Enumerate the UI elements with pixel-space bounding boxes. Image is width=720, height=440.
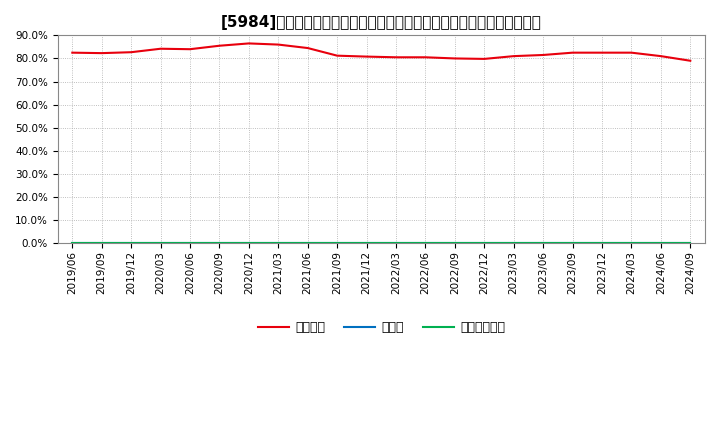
自己資本 <box>568 50 577 55</box>
繰延税金資産 <box>274 241 283 246</box>
繰延税金資産 <box>127 241 135 246</box>
のれん <box>451 241 459 246</box>
繰延税金資産 <box>97 241 106 246</box>
のれん <box>333 241 341 246</box>
繰延税金資産 <box>657 241 665 246</box>
繰延税金資産 <box>451 241 459 246</box>
自己資本 <box>657 54 665 59</box>
自己資本 <box>186 47 194 52</box>
繰延税金資産 <box>598 241 606 246</box>
自己資本 <box>480 56 489 62</box>
のれん <box>568 241 577 246</box>
自己資本 <box>421 55 430 60</box>
自己資本 <box>510 54 518 59</box>
繰延税金資産 <box>215 241 224 246</box>
繰延税金資産 <box>333 241 341 246</box>
のれん <box>421 241 430 246</box>
のれん <box>186 241 194 246</box>
のれん <box>127 241 135 246</box>
自己資本 <box>303 45 312 51</box>
のれん <box>68 241 76 246</box>
Title: [5984]　自己資本、のれん、繰延税金資産の総資産に対する比率の推移: [5984] 自己資本、のれん、繰延税金資産の総資産に対する比率の推移 <box>221 15 541 30</box>
自己資本 <box>627 50 636 55</box>
繰延税金資産 <box>627 241 636 246</box>
自己資本 <box>333 53 341 59</box>
自己資本 <box>127 50 135 55</box>
繰延税金資産 <box>539 241 547 246</box>
自己資本 <box>97 51 106 56</box>
のれん <box>97 241 106 246</box>
のれん <box>686 241 695 246</box>
繰延税金資産 <box>421 241 430 246</box>
自己資本 <box>451 56 459 61</box>
のれん <box>510 241 518 246</box>
自己資本 <box>392 55 400 60</box>
Legend: 自己資本, のれん, 繰延税金資産: 自己資本, のれん, 繰延税金資産 <box>253 316 510 339</box>
のれん <box>657 241 665 246</box>
自己資本 <box>68 50 76 55</box>
のれん <box>156 241 165 246</box>
のれん <box>539 241 547 246</box>
繰延税金資産 <box>68 241 76 246</box>
繰延税金資産 <box>362 241 371 246</box>
自己資本 <box>539 52 547 58</box>
自己資本 <box>274 42 283 47</box>
繰延税金資産 <box>510 241 518 246</box>
のれん <box>627 241 636 246</box>
繰延税金資産 <box>568 241 577 246</box>
繰延税金資産 <box>303 241 312 246</box>
Line: 自己資本: 自己資本 <box>72 44 690 61</box>
のれん <box>392 241 400 246</box>
繰延税金資産 <box>686 241 695 246</box>
繰延税金資産 <box>156 241 165 246</box>
のれん <box>598 241 606 246</box>
自己資本 <box>215 43 224 48</box>
のれん <box>362 241 371 246</box>
のれん <box>245 241 253 246</box>
自己資本 <box>686 58 695 63</box>
自己資本 <box>245 41 253 46</box>
繰延税金資産 <box>392 241 400 246</box>
自己資本 <box>156 46 165 51</box>
繰延税金資産 <box>480 241 489 246</box>
のれん <box>274 241 283 246</box>
繰延税金資産 <box>245 241 253 246</box>
自己資本 <box>362 54 371 59</box>
のれん <box>215 241 224 246</box>
自己資本 <box>598 50 606 55</box>
のれん <box>480 241 489 246</box>
繰延税金資産 <box>186 241 194 246</box>
のれん <box>303 241 312 246</box>
